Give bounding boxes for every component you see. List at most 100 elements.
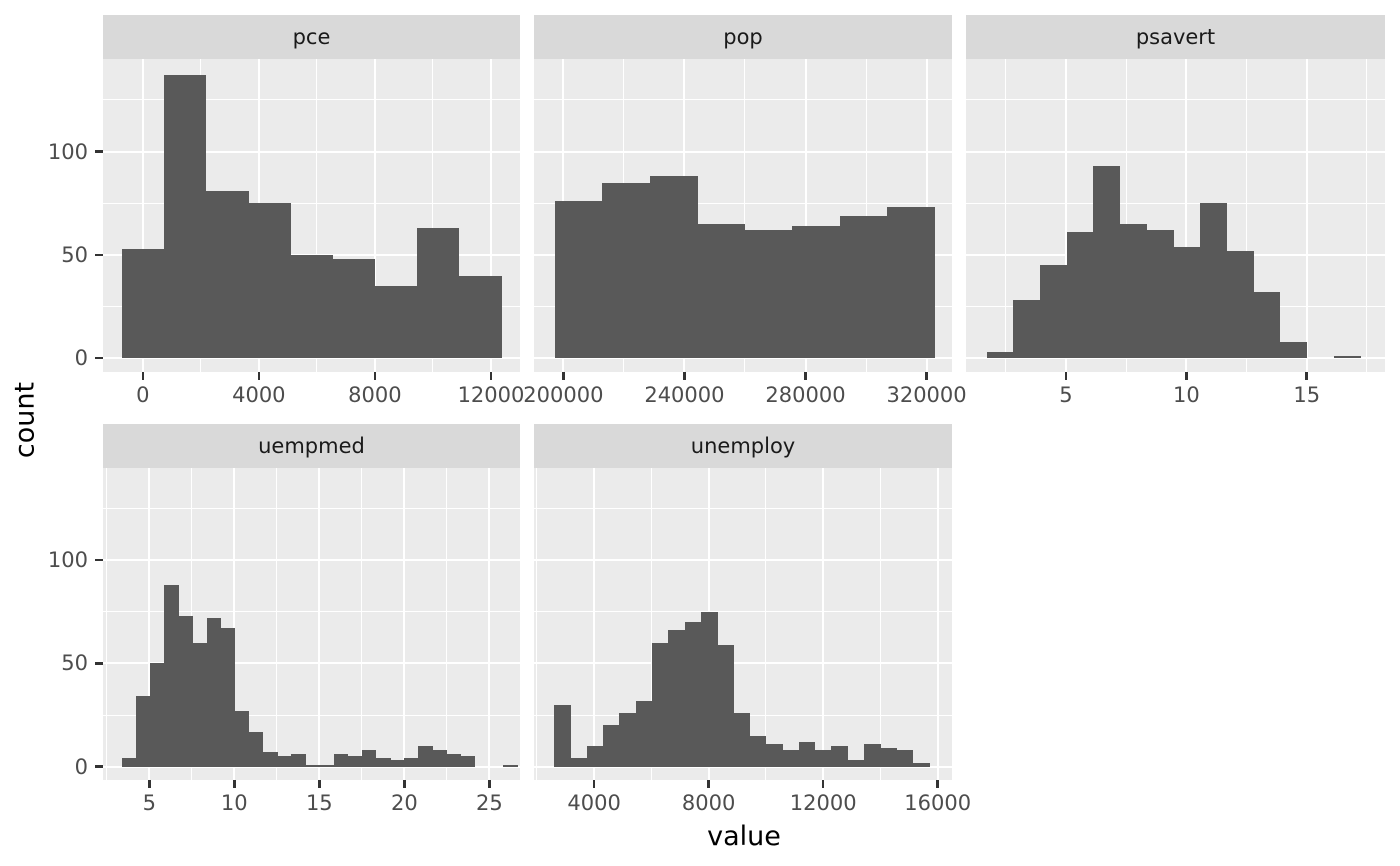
x-tick-mark — [233, 780, 236, 788]
histogram-bar — [554, 704, 571, 767]
histogram-bar — [332, 259, 376, 359]
facet-panel-psavert — [966, 59, 1385, 372]
gridline-major-x — [318, 467, 321, 780]
histogram-bar — [1120, 223, 1148, 359]
x-tick-label: 16000 — [904, 791, 972, 815]
x-tick-mark — [489, 371, 493, 380]
histogram-bar — [1013, 300, 1041, 359]
x-tick-mark — [148, 780, 151, 788]
histogram-bar — [459, 275, 502, 359]
gridline-major-x — [822, 467, 825, 780]
y-tick-label: 100 — [47, 548, 88, 573]
histogram-bar — [460, 756, 476, 767]
gridline-minor-x — [765, 467, 767, 780]
facet-title-pop: pop — [723, 25, 763, 49]
x-tick-mark — [592, 780, 596, 788]
gridline-minor-x — [865, 59, 867, 372]
histogram-bar — [896, 750, 914, 767]
y-tick-mark — [95, 558, 103, 562]
gridline-minor-y — [534, 507, 952, 509]
gridline-major-x — [1185, 59, 1188, 372]
y-axis-title: count — [9, 381, 41, 459]
x-tick-mark — [373, 371, 377, 380]
histogram-bar — [178, 615, 193, 767]
gridline-major-x — [593, 467, 596, 780]
gridline-major-y — [103, 559, 520, 562]
histogram-bar — [248, 203, 291, 359]
histogram-bar — [880, 748, 898, 767]
x-tick-label: 8000 — [681, 791, 736, 815]
histogram-bar — [206, 190, 249, 359]
x-tick-mark — [707, 780, 710, 788]
histogram-bar — [164, 584, 179, 767]
x-tick-label: 280000 — [765, 382, 846, 407]
y-tick-label: 100 — [47, 139, 88, 164]
x-tick-mark — [1064, 371, 1068, 380]
gridline-major-x — [403, 467, 406, 780]
histogram-bar — [1146, 230, 1174, 359]
histogram-bar — [602, 182, 651, 359]
histogram-bar — [136, 696, 151, 767]
histogram-bar — [122, 758, 137, 767]
gridline-minor-x — [446, 467, 448, 780]
gridline-major-x — [233, 467, 236, 780]
x-tick-label: 15 — [305, 791, 333, 815]
gridline-minor-x — [106, 467, 108, 780]
histogram-bar — [1226, 250, 1254, 359]
y-tick-mark — [95, 150, 103, 153]
gridline-minor-y — [966, 99, 1385, 101]
gridline-minor-y — [103, 507, 520, 509]
gridline-major-x — [1064, 59, 1067, 372]
x-tick-mark — [403, 780, 406, 788]
histogram-bar — [1333, 356, 1361, 359]
gridline-minor-x — [879, 467, 881, 780]
gridline-minor-x — [276, 467, 278, 780]
x-tick-mark — [257, 371, 261, 380]
facet-strip: pop — [534, 15, 952, 59]
facet-title-pce: pce — [292, 25, 331, 49]
facet-strip: psavert — [966, 15, 1385, 59]
histogram-bar — [277, 756, 292, 767]
x-axis-title: value — [707, 821, 781, 852]
histogram-bar — [717, 644, 734, 767]
x-tick-label: 12000 — [457, 382, 525, 407]
histogram-bar — [446, 754, 462, 767]
histogram-bar — [432, 750, 447, 767]
x-tick-mark — [821, 780, 825, 788]
gridline-minor-x — [1125, 59, 1127, 372]
histogram-bar — [749, 735, 767, 767]
x-tick-label: 4000 — [567, 791, 621, 815]
histogram-bar — [1040, 265, 1068, 359]
histogram-bar — [333, 754, 349, 767]
gridline-minor-y — [103, 611, 520, 613]
x-tick-label: 20 — [390, 791, 418, 815]
histogram-bar — [744, 230, 793, 359]
facet-strip: uempmed — [103, 423, 520, 468]
x-tick-label: 320000 — [886, 382, 967, 407]
histogram-bar — [1066, 232, 1094, 359]
histogram-bar — [651, 642, 669, 767]
histogram-bar — [1200, 203, 1228, 359]
histogram-bar — [847, 760, 865, 767]
histogram-bar — [1280, 341, 1308, 359]
x-tick-label: 8000 — [348, 382, 402, 407]
y-tick-mark — [95, 356, 103, 360]
histogram-bar — [986, 351, 1014, 359]
gridline-minor-x — [316, 59, 318, 372]
histogram-bar — [913, 762, 930, 767]
gridline-major-y — [966, 357, 1385, 360]
histogram-bar — [290, 254, 333, 359]
gridline-major-x — [489, 59, 492, 372]
gridline-major-y — [103, 765, 520, 768]
histogram-bar — [586, 746, 604, 767]
histogram-bar — [554, 201, 603, 359]
histogram-bar — [291, 754, 306, 767]
x-tick-label: 4000 — [232, 382, 286, 407]
gridline-major-y — [103, 150, 520, 153]
histogram-bar — [263, 752, 278, 767]
gridline-major-x — [936, 467, 939, 780]
x-tick-mark — [488, 780, 491, 788]
histogram-bar — [649, 176, 698, 359]
gridline-minor-y — [103, 99, 520, 101]
histogram-bar — [319, 764, 335, 767]
